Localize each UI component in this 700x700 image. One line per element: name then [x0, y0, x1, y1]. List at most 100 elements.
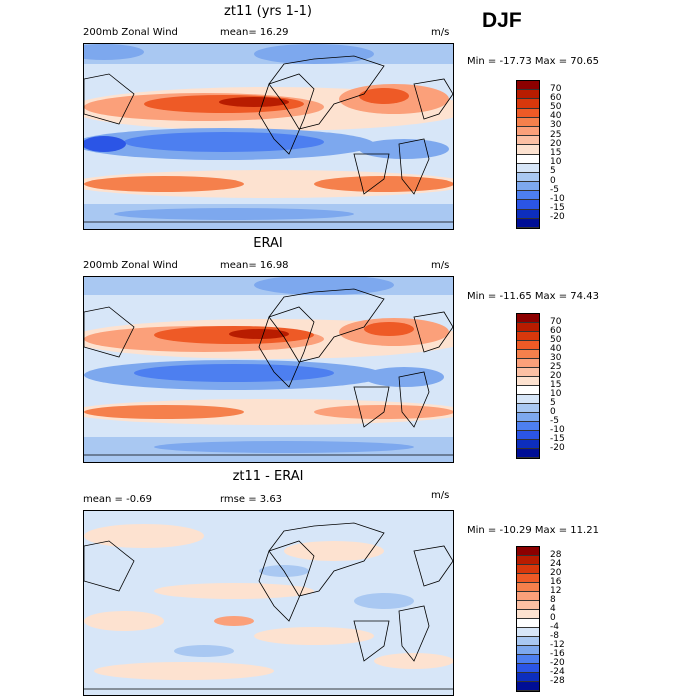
- colorbar-tick-label: 70: [550, 83, 562, 94]
- colorbar-tick-label: -5: [550, 184, 559, 195]
- colorbar-swatch: [517, 341, 539, 350]
- colorbar-tick-label: 4: [550, 603, 556, 614]
- colorbar-tick-label: 30: [550, 352, 562, 363]
- colorbar-swatch: [517, 592, 539, 601]
- panel-2-colorbar: [516, 313, 540, 459]
- colorbar-tick-label: 25: [550, 361, 562, 372]
- colorbar-swatch: [517, 99, 539, 109]
- panel-3-units-label: m/s: [431, 490, 450, 501]
- colorbar-swatch: [517, 314, 539, 323]
- colorbar-tick-label: 70: [550, 316, 562, 327]
- colorbar-swatch: [517, 404, 539, 413]
- colorbar-tick-label: -28: [550, 675, 565, 686]
- colorbar-tick-label: 16: [550, 576, 562, 587]
- panel-1-left-label: 200mb Zonal Wind: [83, 27, 178, 38]
- colorbar-swatch: [517, 395, 539, 404]
- colorbar-swatch: [517, 655, 539, 664]
- panel-1-minmax-label: Min = -17.73 Max = 70.65: [467, 56, 599, 67]
- colorbar-swatch: [517, 350, 539, 359]
- colorbar-swatch: [517, 664, 539, 673]
- panel-2-colorbar-labels: 70 60 50 40 30 25 20 15 10 5 0 -5 -10 -15 -20: [550, 313, 590, 459]
- colorbar-swatch: [517, 368, 539, 377]
- colorbar-swatch: [517, 200, 539, 210]
- colorbar-tick-label: -24: [550, 666, 565, 677]
- colorbar-tick-label: -20: [550, 442, 565, 453]
- panel-1-title: zt11 (yrs 1-1): [224, 4, 312, 19]
- colorbar-swatch: [517, 108, 539, 118]
- colorbar-tick-label: -4: [550, 621, 559, 632]
- colorbar-swatch: [517, 145, 539, 155]
- colorbar-swatch: [517, 422, 539, 431]
- colorbar-swatch: [517, 619, 539, 628]
- panel-3-rmse-label: rmse = 3.63: [220, 494, 283, 505]
- colorbar-tick-label: 15: [550, 379, 562, 390]
- panel-2-title: ERAI: [253, 236, 283, 251]
- colorbar-tick-label: 40: [550, 111, 562, 122]
- colorbar-tick-label: 0: [550, 175, 556, 186]
- colorbar-tick-label: -16: [550, 648, 565, 659]
- colorbar-swatch: [517, 440, 539, 449]
- panel-1-map-field: [84, 44, 453, 229]
- colorbar-tick-label: -10: [550, 193, 565, 204]
- panel-2-mean-label: mean= 16.98: [220, 260, 289, 271]
- panel-1-map: [83, 43, 454, 230]
- colorbar-swatch: [517, 413, 539, 422]
- colorbar-tick-label: -8: [550, 630, 559, 641]
- colorbar-tick-label: -15: [550, 203, 565, 214]
- panel-3-colorbar: [516, 546, 540, 692]
- colorbar-tick-label: 24: [550, 558, 562, 569]
- panel-1-units-label: m/s: [431, 27, 450, 38]
- colorbar-swatch: [517, 323, 539, 332]
- colorbar-tick-label: 5: [550, 397, 556, 408]
- colorbar-tick-label: 50: [550, 334, 562, 345]
- colorbar-swatch: [517, 182, 539, 192]
- colorbar-tick-label: -20: [550, 657, 565, 668]
- season-label: DJF: [482, 9, 522, 32]
- panel-2-map-field: [84, 277, 453, 462]
- panel-2-minmax-label: Min = -11.65 Max = 74.43: [467, 291, 599, 302]
- colorbar-swatch: [517, 136, 539, 146]
- panel-1-colorbar-labels: 70 60 50 40 30 25 20 15 10 5 0 -5 -10 -15 -20: [550, 80, 590, 229]
- colorbar-tick-label: 60: [550, 325, 562, 336]
- panel-2-units-label: m/s: [431, 260, 450, 271]
- colorbar-swatch: [517, 646, 539, 655]
- colorbar-tick-label: 10: [550, 157, 562, 168]
- colorbar-swatch: [517, 601, 539, 610]
- panel-3-mean-label: mean = -0.69: [83, 494, 152, 505]
- colorbar-tick-label: 12: [550, 585, 562, 596]
- colorbar-tick-label: 28: [550, 549, 562, 560]
- panel-2-left-label: 200mb Zonal Wind: [83, 260, 178, 271]
- panel-1-mean-label: mean= 16.29: [220, 27, 289, 38]
- colorbar-tick-label: 0: [550, 406, 556, 417]
- colorbar-tick-label: 8: [550, 594, 556, 605]
- colorbar-swatch: [517, 449, 539, 458]
- colorbar-tick-label: 60: [550, 92, 562, 103]
- colorbar-swatch: [517, 81, 539, 91]
- panel-3-minmax-label: Min = -10.29 Max = 11.21: [467, 525, 599, 536]
- colorbar-tick-label: -5: [550, 415, 559, 426]
- colorbar-swatch: [517, 583, 539, 592]
- panel-3-map: [83, 510, 454, 696]
- colorbar-tick-label: 20: [550, 567, 562, 578]
- colorbar-swatch: [517, 628, 539, 637]
- colorbar-tick-label: 40: [550, 343, 562, 354]
- panel-2-map: [83, 276, 454, 463]
- colorbar-tick-label: 30: [550, 120, 562, 131]
- colorbar-tick-label: 0: [550, 612, 556, 623]
- colorbar-tick-label: 25: [550, 129, 562, 140]
- colorbar-tick-label: 50: [550, 102, 562, 113]
- panel-3-title: zt11 - ERAI: [232, 469, 304, 484]
- colorbar-tick-label: -20: [550, 212, 565, 223]
- colorbar-swatch: [517, 218, 539, 228]
- colorbar-swatch: [517, 386, 539, 395]
- colorbar-swatch: [517, 154, 539, 164]
- colorbar-swatch: [517, 547, 539, 556]
- colorbar-swatch: [517, 377, 539, 386]
- colorbar-tick-label: -15: [550, 433, 565, 444]
- colorbar-swatch: [517, 117, 539, 127]
- colorbar-swatch: [517, 637, 539, 646]
- colorbar-swatch: [517, 673, 539, 682]
- panel-3-map-field: [84, 511, 453, 695]
- colorbar-swatch: [517, 565, 539, 574]
- colorbar-swatch: [517, 431, 539, 440]
